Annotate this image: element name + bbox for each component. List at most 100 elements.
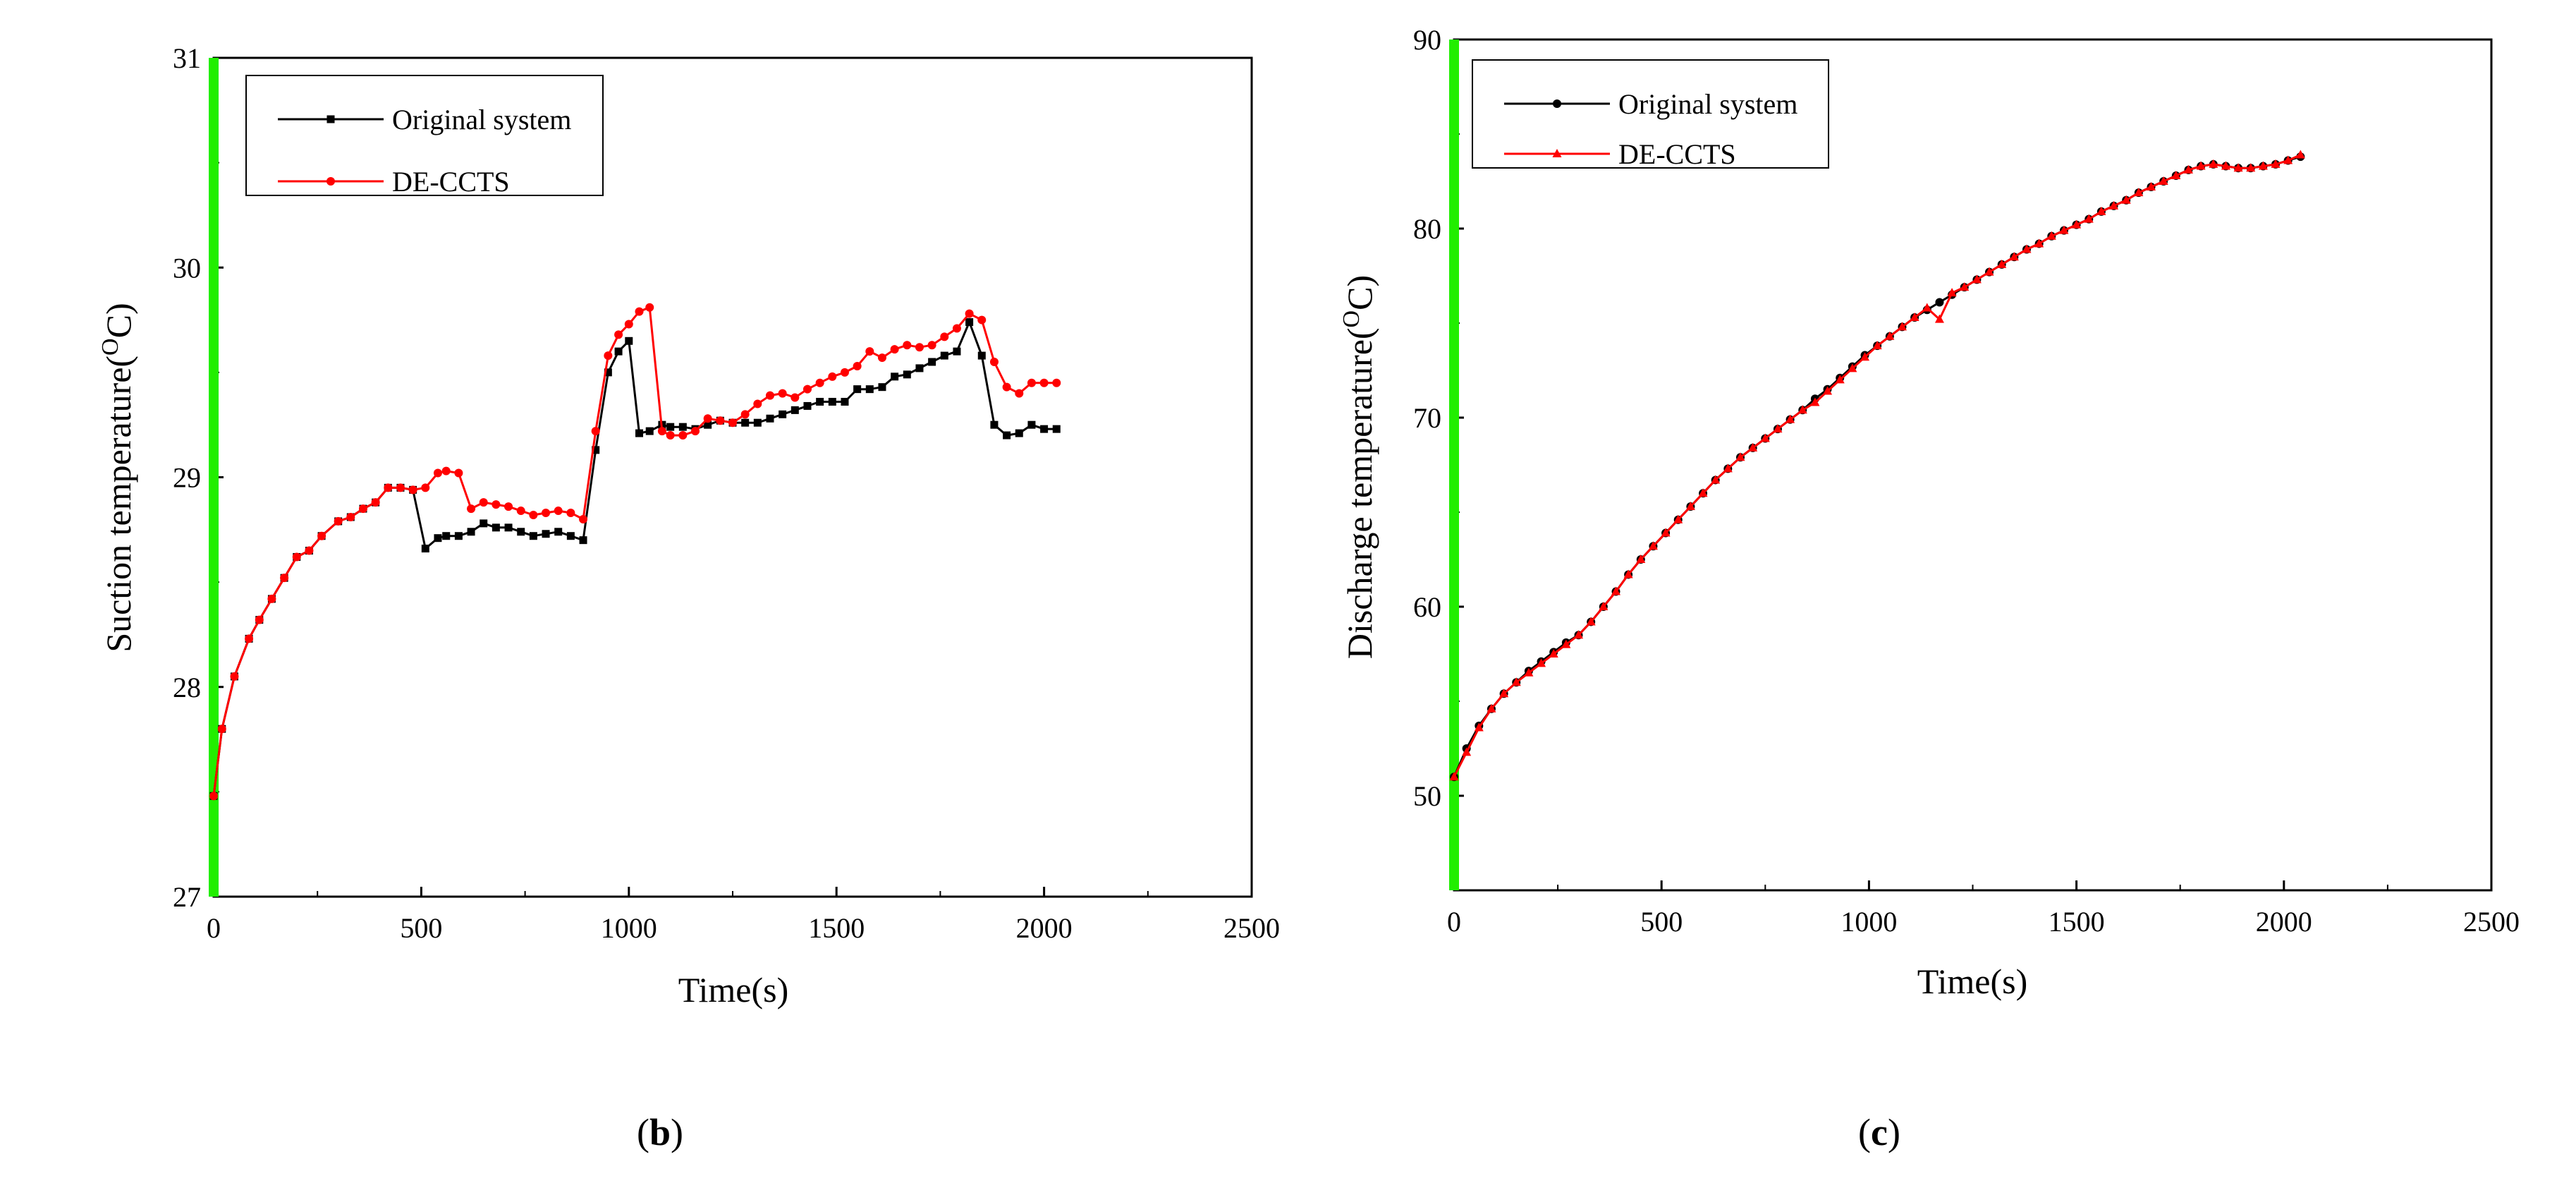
data-point xyxy=(878,383,886,392)
data-point xyxy=(2009,252,2019,261)
data-point xyxy=(853,385,862,394)
data-point xyxy=(1760,433,1770,442)
data-point xyxy=(645,303,654,312)
data-point xyxy=(903,370,911,379)
data-point xyxy=(517,528,525,536)
data-point xyxy=(1947,288,1957,297)
legend-box xyxy=(1472,59,1829,169)
data-point xyxy=(554,507,563,516)
data-point xyxy=(1586,617,1596,626)
data-point xyxy=(1685,501,1695,510)
data-point xyxy=(915,364,924,372)
data-point xyxy=(666,431,675,440)
data-point xyxy=(645,427,654,435)
chart-panel-c: 0 500 1000 1500 2000 2500 50 60 70 80 90 Time(s) Dis… xyxy=(1338,24,2520,1153)
data-point xyxy=(803,401,812,410)
data-point xyxy=(1797,405,1807,414)
y-axis-label-unit: C) xyxy=(1340,275,1379,310)
data-point xyxy=(1935,298,1944,307)
data-point xyxy=(579,536,587,545)
data-point xyxy=(1002,382,1011,392)
x-tick-label: 1500 xyxy=(808,912,865,944)
data-point xyxy=(542,530,550,538)
data-point xyxy=(1015,389,1024,398)
data-point xyxy=(779,410,787,418)
data-point xyxy=(2109,200,2119,210)
series-original-system xyxy=(1450,152,2305,782)
y-tick-label: 50 xyxy=(1413,780,1441,812)
data-point xyxy=(255,615,264,624)
data-point xyxy=(753,418,762,427)
panel-label: (b) xyxy=(637,1111,683,1153)
data-point xyxy=(434,534,442,543)
data-point xyxy=(952,324,961,333)
y-tick-label: 29 xyxy=(173,462,201,494)
data-point xyxy=(1524,667,1534,677)
data-point xyxy=(1648,541,1658,550)
data-point xyxy=(1897,322,1907,331)
legend-marker xyxy=(326,177,335,186)
data-point xyxy=(2034,238,2044,248)
panel-label-open: ( xyxy=(1858,1111,1871,1153)
data-point xyxy=(953,347,961,356)
data-point xyxy=(1773,424,1783,433)
y-tick-label: 27 xyxy=(173,881,201,913)
data-point xyxy=(542,509,551,518)
data-point xyxy=(554,528,563,536)
data-point xyxy=(865,385,874,394)
data-point xyxy=(2072,219,2082,229)
data-point xyxy=(1885,331,1895,340)
legend: Original system DE-CCTS xyxy=(245,75,604,198)
data-point xyxy=(741,418,750,427)
legend: Original system DE-CCTS xyxy=(1472,59,1829,170)
y-axis-label: Discharge temperature(OC) xyxy=(1338,275,1379,659)
panel-label-letter: c xyxy=(1871,1111,1888,1153)
data-point xyxy=(2258,161,2268,170)
data-point xyxy=(927,341,936,350)
data-point xyxy=(940,332,949,341)
panel-label-close: ) xyxy=(671,1111,683,1153)
data-point xyxy=(2096,206,2106,215)
data-point xyxy=(2283,155,2293,164)
data-point xyxy=(1810,397,1820,406)
legend-label: DE-CCTS xyxy=(392,166,510,198)
data-point xyxy=(1537,658,1546,667)
y-axis-label-superscript: O xyxy=(1338,310,1365,328)
x-tick-label: 500 xyxy=(1640,906,1683,938)
x-tick-label: 1500 xyxy=(2049,906,2105,938)
data-point xyxy=(1997,259,2007,268)
data-point xyxy=(504,523,513,532)
data-point xyxy=(2196,161,2206,170)
data-point xyxy=(1786,414,1795,423)
panel-label-close: ) xyxy=(1888,1111,1900,1153)
data-point xyxy=(292,552,301,562)
data-point xyxy=(790,406,799,414)
data-point xyxy=(492,523,500,532)
data-point xyxy=(678,423,687,431)
data-point xyxy=(940,351,948,360)
data-point xyxy=(1922,303,1932,312)
data-point xyxy=(480,519,488,528)
data-point xyxy=(2147,182,2156,191)
x-tick-label: 500 xyxy=(400,912,442,944)
data-point xyxy=(704,420,712,429)
data-point xyxy=(1499,689,1509,698)
data-point xyxy=(280,574,289,583)
series-line xyxy=(1453,155,2301,777)
x-tick-label: 2000 xyxy=(2256,906,2312,938)
data-point xyxy=(1673,514,1683,523)
data-point xyxy=(267,594,276,603)
data-point xyxy=(841,397,849,406)
data-point xyxy=(635,307,644,316)
data-point xyxy=(442,532,451,540)
data-point xyxy=(635,429,644,437)
data-point xyxy=(433,468,442,478)
data-point xyxy=(853,361,862,370)
x-tick-label: 2500 xyxy=(1223,912,1280,944)
y-axis-label: Suction temperature(OC) xyxy=(97,303,138,652)
data-point xyxy=(1934,314,1944,323)
data-point xyxy=(614,330,623,339)
data-point xyxy=(1735,452,1745,461)
data-point xyxy=(1723,463,1733,473)
series-line xyxy=(212,306,1057,796)
